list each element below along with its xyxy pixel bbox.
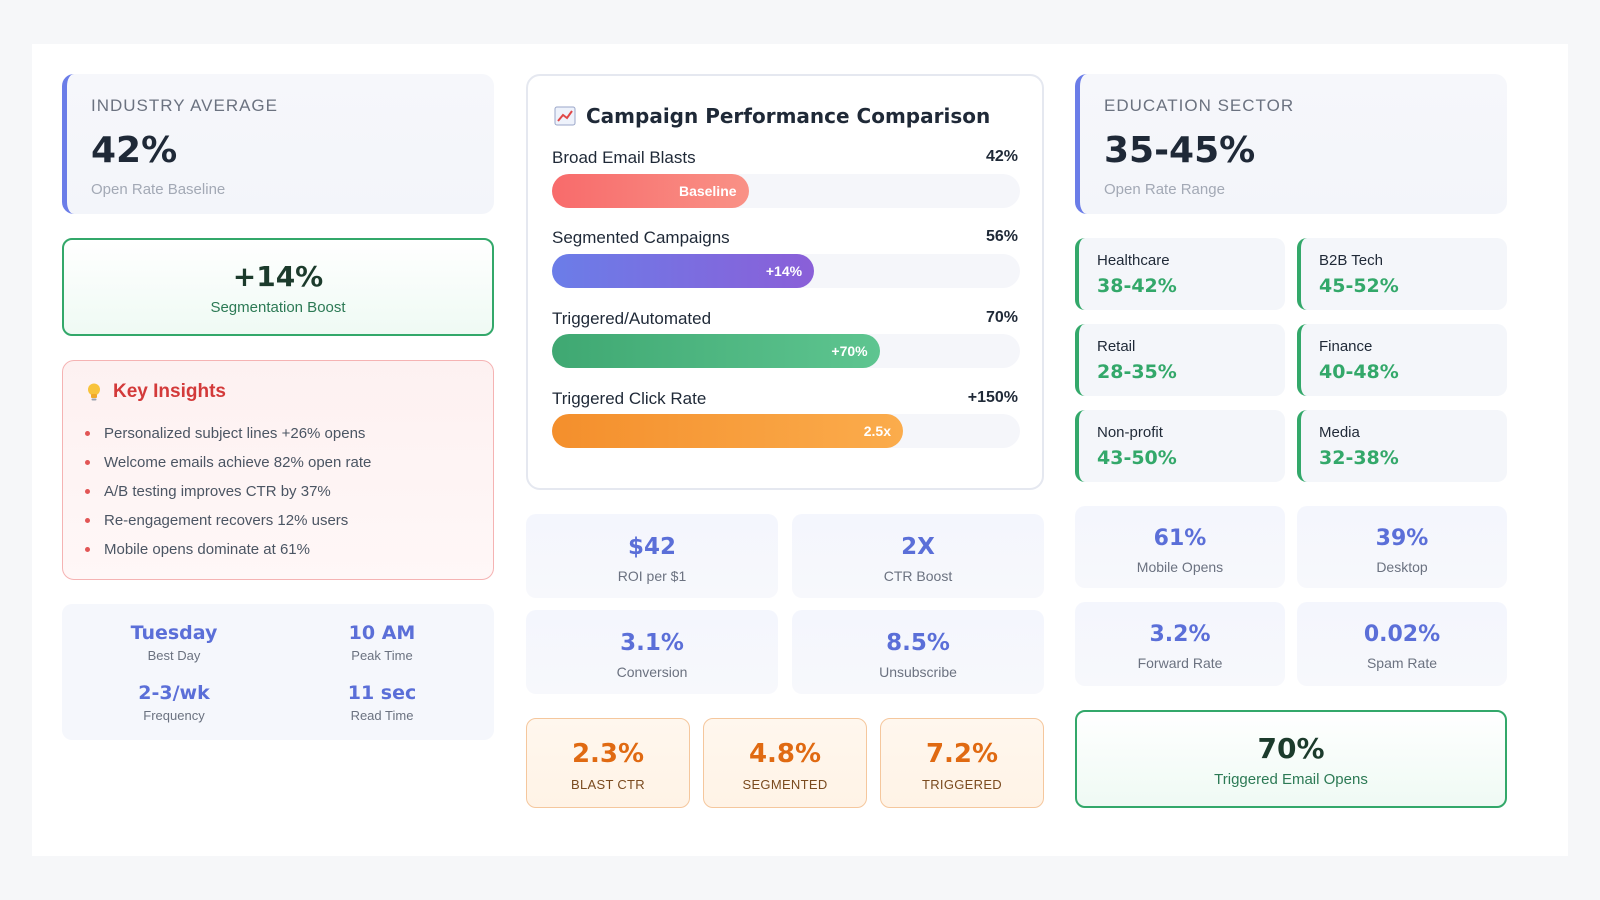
progress-track: Baseline	[552, 174, 1020, 208]
spam-rate-metric: 0.02% Spam Rate	[1297, 602, 1507, 686]
industry-average-value: 42%	[91, 130, 178, 171]
progress-track: +70%	[552, 334, 1020, 368]
blast-ctr-card: 2.3% BLAST CTR	[526, 718, 690, 808]
list-item: Re-engagement recovers 12% users	[85, 506, 471, 535]
ctr-boost-metric: 2X CTR Boost	[792, 514, 1044, 598]
conversion-metric: 3.1% Conversion	[526, 610, 778, 694]
dashboard: INDUSTRY AVERAGE 42% Open Rate Baseline …	[32, 44, 1568, 856]
list-item: A/B testing improves CTR by 37%	[85, 477, 471, 506]
triggered-opens-card: 70% Triggered Email Opens	[1075, 710, 1507, 808]
campaign-comparison-card: Campaign Performance Comparison Broad Em…	[526, 74, 1044, 490]
key-insights-card: Key Insights Personalized subject lines …	[62, 360, 494, 580]
row-value: 70%	[985, 309, 1018, 326]
industry-non-profit: Non-profit 43-50%	[1075, 410, 1285, 482]
unsubscribe-metric: 8.5% Unsubscribe	[792, 610, 1044, 694]
education-sector-card: EDUCATION SECTOR 35-45% Open Rate Range	[1075, 74, 1507, 214]
progress-track: 2.5x	[552, 414, 1020, 448]
desktop-metric: 39% Desktop	[1297, 506, 1507, 588]
progress-bar-broad: Baseline	[552, 174, 749, 208]
industry-average-card: INDUSTRY AVERAGE 42% Open Rate Baseline	[62, 74, 494, 214]
industry-retail: Retail 28-35%	[1075, 324, 1285, 396]
segmentation-boost-card: +14% Segmentation Boost	[62, 238, 494, 336]
frequency-stat: 2-3/wk Frequency	[138, 682, 210, 723]
progress-track: +14%	[552, 254, 1020, 288]
list-item: Welcome emails achieve 82% open rate	[85, 448, 471, 477]
industry-average-sub: Open Rate Baseline	[91, 181, 226, 198]
segmentation-boost-label: Segmentation Boost	[210, 299, 346, 316]
industry-healthcare: Healthcare 38-42%	[1075, 238, 1285, 310]
industry-media: Media 32-38%	[1297, 410, 1507, 482]
best-day-stat: Tuesday Best Day	[130, 622, 218, 663]
list-item: Personalized subject lines +26% opens	[85, 419, 471, 448]
row-value: 56%	[985, 228, 1018, 245]
triggered-opens-value: 70%	[1257, 732, 1325, 765]
row-value: +150%	[967, 389, 1018, 406]
key-insights-title: Key Insights	[113, 381, 226, 402]
row-label: Segmented Campaigns	[552, 228, 730, 247]
triggered-ctr-card: 7.2% TRIGGERED	[880, 718, 1044, 808]
forward-rate-metric: 3.2% Forward Rate	[1075, 602, 1285, 686]
industry-finance: Finance 40-48%	[1297, 324, 1507, 396]
chart-line-icon	[554, 106, 576, 126]
education-sub: Open Rate Range	[1104, 181, 1225, 198]
roi-metric: $42 ROI per $1	[526, 514, 778, 598]
peak-time-stat: 10 AM Peak Time	[348, 622, 416, 663]
industry-average-eyebrow: INDUSTRY AVERAGE	[91, 96, 278, 115]
row-label: Broad Email Blasts	[552, 148, 696, 167]
send-timing-card: Tuesday Best Day 10 AM Peak Time 2-3/wk Fre…	[62, 604, 494, 740]
row-label: Triggered Click Rate	[552, 389, 707, 408]
row-label: Triggered/Automated	[552, 309, 712, 328]
lightbulb-icon	[88, 383, 100, 401]
progress-bar-click-rate: 2.5x	[552, 414, 903, 448]
segmented-ctr-card: 4.8% SEGMENTED	[703, 718, 867, 808]
segmentation-boost-value: +14%	[232, 260, 324, 293]
education-eyebrow: EDUCATION SECTOR	[1104, 96, 1295, 115]
industry-b2b-tech: B2B Tech 45-52%	[1297, 238, 1507, 310]
progress-bar-segmented: +14%	[552, 254, 815, 288]
row-value: 42%	[985, 148, 1018, 165]
education-value: 35-45%	[1104, 130, 1256, 171]
triggered-opens-label: Triggered Email Opens	[1214, 771, 1368, 788]
comparison-title: Campaign Performance Comparison	[586, 104, 991, 128]
list-item: Mobile opens dominate at 61%	[85, 535, 471, 564]
mobile-opens-metric: 61% Mobile Opens	[1075, 506, 1285, 588]
read-time-stat: 11 sec Read Time	[347, 682, 417, 723]
progress-bar-triggered: +70%	[552, 334, 880, 368]
insights-list: Personalized subject lines +26% opens We…	[85, 419, 471, 564]
